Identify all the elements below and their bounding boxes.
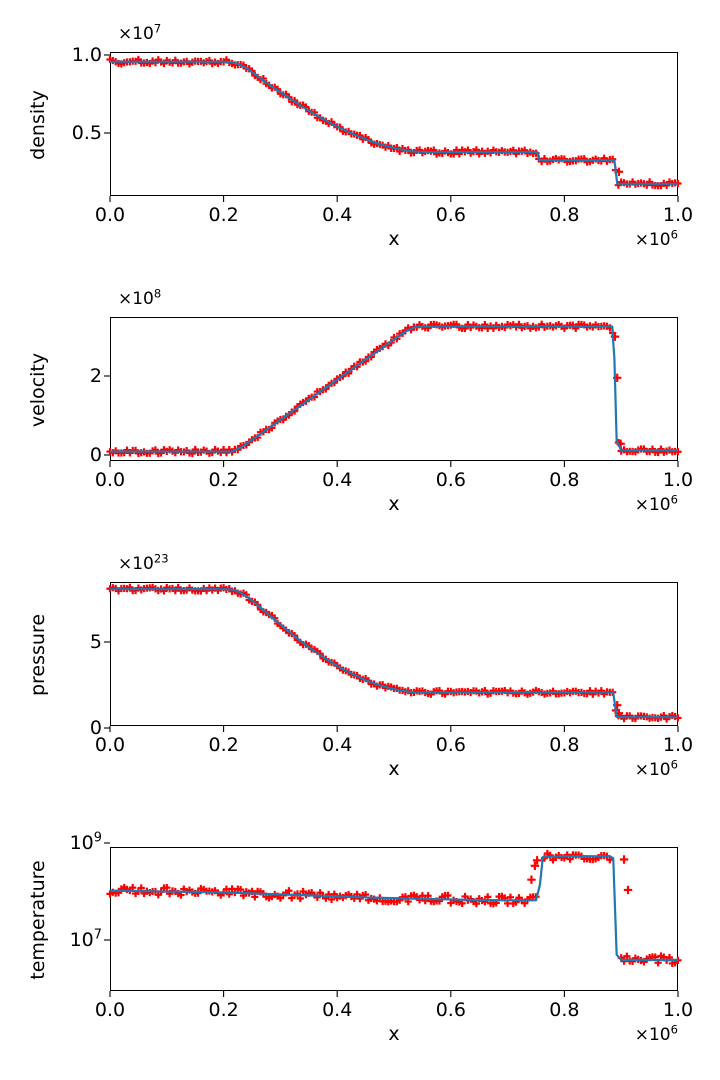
velocity-xtick-3: 0.6 bbox=[435, 469, 466, 491]
pressure-axes-frame bbox=[110, 582, 678, 726]
density-xtick-2: 0.4 bbox=[322, 204, 353, 226]
temperature-x-axis-label: x bbox=[388, 1023, 400, 1045]
temperature-x-offset: ×106 bbox=[634, 1022, 678, 1045]
density-ytick-0: 0.5 bbox=[71, 122, 102, 144]
density-xtick-3: 0.6 bbox=[435, 204, 466, 226]
velocity-axes-frame bbox=[110, 317, 678, 461]
density-x-offset: ×106 bbox=[634, 227, 678, 250]
pressure-xtick-0: 0.0 bbox=[94, 734, 126, 756]
pressure-ytick-1: 5 bbox=[89, 631, 102, 653]
velocity-xtick-2: 0.4 bbox=[322, 469, 353, 491]
velocity-y-offset: ×108 bbox=[118, 286, 162, 309]
velocity-line-series bbox=[110, 325, 678, 453]
temperature-axes-frame bbox=[110, 847, 678, 991]
density-line-series bbox=[110, 60, 678, 185]
temperature-ytick-1: 109 bbox=[69, 830, 102, 854]
velocity-xtick-1: 0.2 bbox=[208, 469, 239, 491]
pressure-xtick-4: 0.8 bbox=[549, 734, 580, 756]
velocity-x-offset: ×106 bbox=[634, 492, 678, 515]
pressure-xtick-3: 0.6 bbox=[435, 734, 466, 756]
pressure-line-series bbox=[110, 588, 678, 719]
temperature-xtick-3: 0.6 bbox=[435, 999, 466, 1021]
density-xtick-5: 1.0 bbox=[662, 204, 694, 226]
velocity-ytick-0: 0 bbox=[89, 444, 102, 466]
density-xtick-1: 0.2 bbox=[208, 204, 239, 226]
pressure-xtick-1: 0.2 bbox=[208, 734, 239, 756]
density-ytick-1: 1.0 bbox=[71, 44, 102, 66]
temperature-ytick-1-exp: 9 bbox=[93, 830, 102, 846]
temperature-ytick-0: 107 bbox=[69, 927, 102, 951]
pressure-x-axis-label: x bbox=[388, 758, 400, 780]
pressure-ytick-0: 0 bbox=[89, 717, 102, 739]
velocity-plot-area bbox=[104, 320, 682, 467]
velocity-xtick-5: 1.0 bbox=[662, 469, 694, 491]
velocity-xtick-0: 0.0 bbox=[94, 469, 126, 491]
density-xtick-0: 0.0 bbox=[94, 204, 126, 226]
velocity-xtick-4: 0.8 bbox=[549, 469, 580, 491]
pressure-xtick-5: 1.0 bbox=[662, 734, 694, 756]
temperature-line-series bbox=[109, 855, 678, 961]
density-axes-frame bbox=[110, 52, 678, 196]
velocity-x-axis-label: x bbox=[388, 493, 400, 515]
density-xtick-4: 0.8 bbox=[549, 204, 580, 226]
density-y-offset: ×107 bbox=[118, 21, 162, 44]
temperature-xtick-4: 0.8 bbox=[549, 999, 580, 1021]
temperature-xtick-0: 0.0 bbox=[94, 999, 126, 1021]
temperature-xtick-5: 1.0 bbox=[662, 999, 694, 1021]
temperature-xtick-1: 0.2 bbox=[208, 999, 239, 1021]
pressure-plot-area bbox=[104, 583, 682, 732]
pressure-y-offset: ×1023 bbox=[118, 551, 169, 574]
density-plot-area bbox=[104, 54, 682, 202]
pressure-x-offset: ×106 bbox=[634, 757, 678, 780]
velocity-ytick-1: 2 bbox=[89, 365, 102, 387]
temperature-xtick-2: 0.4 bbox=[322, 999, 353, 1021]
temperature-ytick-0-exp: 7 bbox=[93, 927, 102, 943]
density-x-axis-label: x bbox=[388, 228, 400, 250]
temperature-marker-series bbox=[106, 849, 682, 968]
pressure-xtick-2: 0.4 bbox=[322, 734, 353, 756]
